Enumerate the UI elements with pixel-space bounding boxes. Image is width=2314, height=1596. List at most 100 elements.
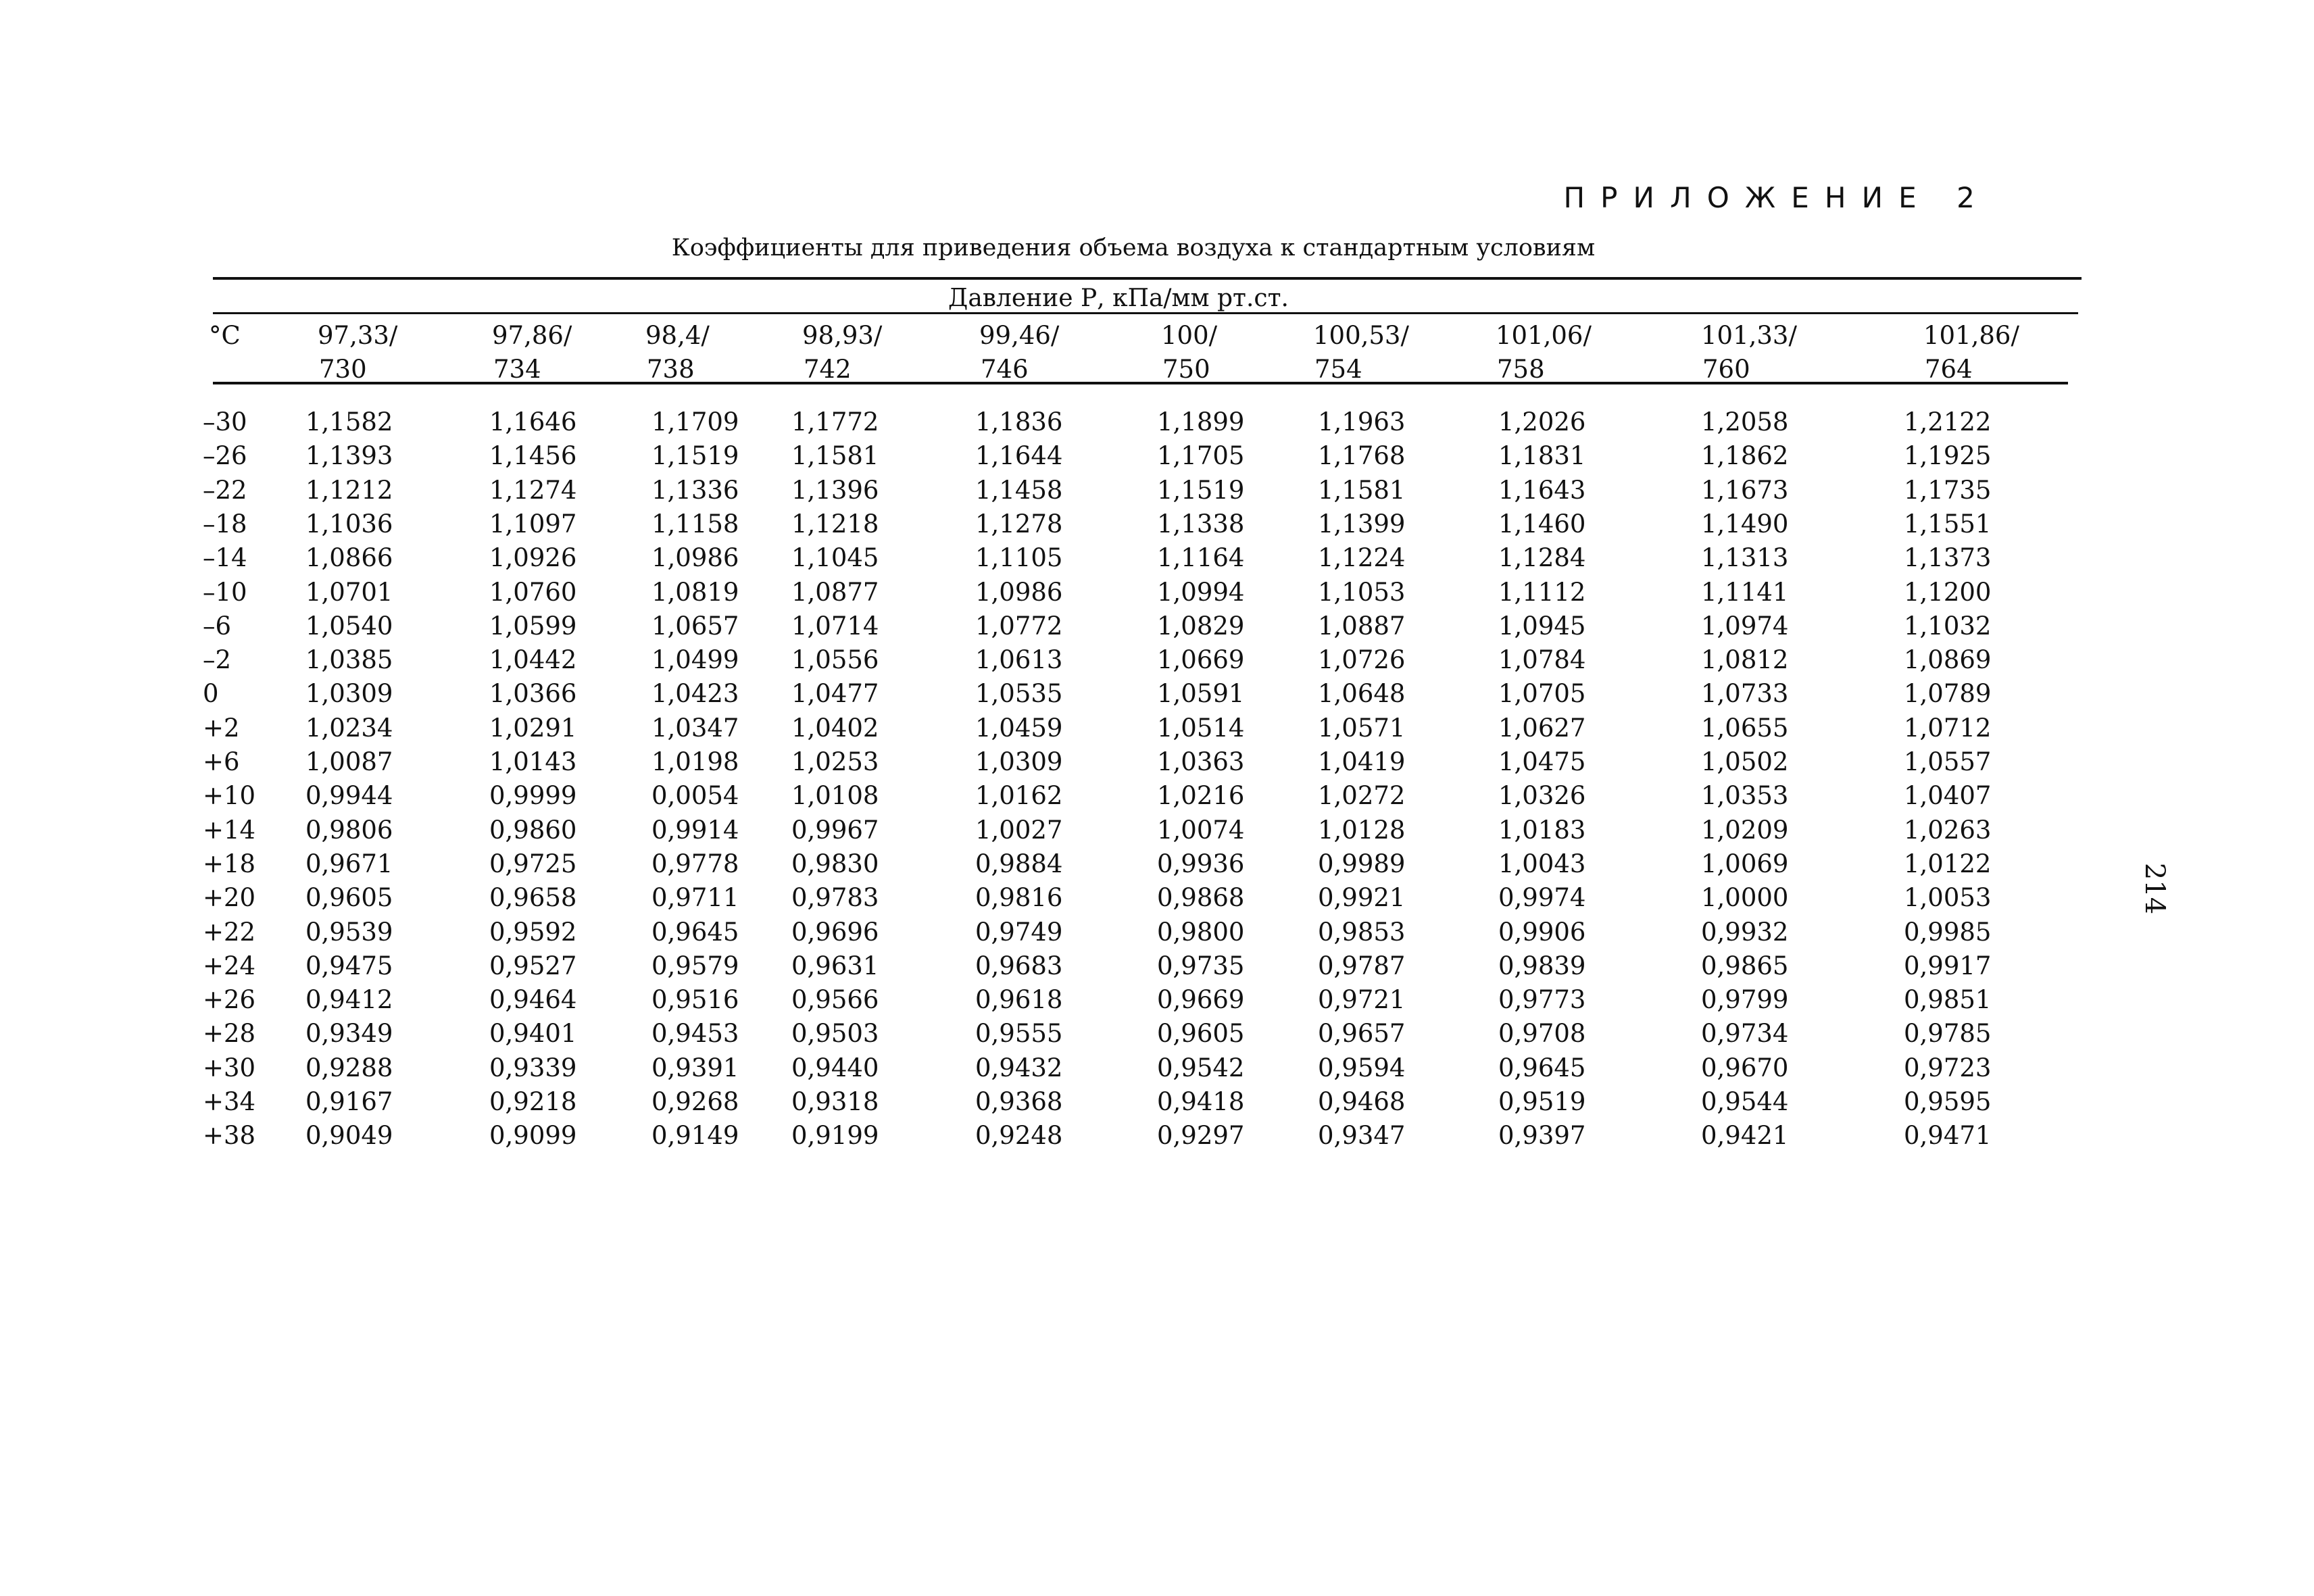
- unit-header: °С: [209, 321, 241, 350]
- coefficient: 1,1097: [489, 509, 577, 539]
- coefficient: 1,1399: [1318, 509, 1406, 539]
- coefficient: 1,0385: [305, 645, 393, 675]
- coefficient: 1,2058: [1701, 407, 1789, 437]
- coefficient: 1,0475: [1498, 747, 1586, 776]
- coefficient: 0,9711: [651, 883, 739, 913]
- coefficient: 1,0143: [489, 747, 577, 776]
- coefficient: 0,9671: [305, 849, 393, 878]
- coefficient: 0,9418: [1157, 1087, 1245, 1116]
- coefficient: 0,9696: [791, 917, 879, 947]
- temperature: +14: [203, 815, 256, 845]
- coefficient: 1,1396: [791, 475, 879, 505]
- coefficient: 1,0571: [1318, 713, 1406, 743]
- coefficient: 0,9544: [1701, 1087, 1789, 1116]
- coefficient: 1,0712: [1904, 713, 1992, 743]
- page-number: 214: [2139, 862, 2171, 915]
- coefficient: 1,0701: [305, 577, 393, 607]
- coefficient: 1,0556: [791, 645, 879, 675]
- coefficient: 1,1278: [975, 509, 1063, 539]
- coefficient: 0,9167: [305, 1087, 393, 1116]
- coefficient: 0,9974: [1498, 883, 1586, 913]
- coefficient: 1,1032: [1904, 611, 1992, 641]
- coefficient: 1,0499: [651, 645, 739, 675]
- coefficient: 1,0309: [975, 747, 1063, 776]
- coefficient: 1,0789: [1904, 679, 1992, 709]
- coefficient: 1,0714: [791, 611, 879, 641]
- coefficient: 1,0784: [1498, 645, 1586, 675]
- coefficient: 0,9579: [651, 951, 739, 980]
- coefficient: 0,9787: [1318, 951, 1406, 980]
- coefficient: 0,9542: [1157, 1053, 1245, 1082]
- coefficient: 0,9906: [1498, 917, 1586, 947]
- coefficient: 1,0974: [1701, 611, 1789, 641]
- coefficient: 1,0216: [1157, 781, 1245, 811]
- coefficient: 0,9595: [1904, 1087, 1992, 1116]
- column-header-bottom: 750: [1162, 355, 1210, 384]
- coefficient: 1,0705: [1498, 679, 1586, 709]
- coefficient: 1,1519: [1157, 475, 1245, 505]
- coefficient: 1,0655: [1701, 713, 1789, 743]
- coefficient: 1,0183: [1498, 815, 1586, 845]
- coefficient: 1,0591: [1157, 679, 1245, 709]
- coefficient: 1,0209: [1701, 815, 1789, 845]
- coefficient: 0,9368: [975, 1087, 1063, 1116]
- caption: Коэффициенты для приведения объема возду…: [671, 234, 1596, 261]
- coefficient: 0,9800: [1157, 917, 1245, 947]
- coefficient: 1,1862: [1701, 441, 1789, 471]
- coefficient: 1,0760: [489, 577, 577, 607]
- coefficient: 1,1644: [975, 441, 1063, 471]
- column-header-top: 97,33/: [318, 321, 398, 350]
- coefficient: 1,1338: [1157, 509, 1245, 539]
- temperature: +20: [203, 883, 256, 913]
- temperature: –2: [203, 645, 232, 675]
- coefficient: 1,0347: [651, 713, 739, 743]
- coefficient: 0,9830: [791, 849, 879, 878]
- coefficient: 1,0877: [791, 577, 879, 607]
- coefficient: 0,9773: [1498, 985, 1586, 1015]
- column-header-top: 98,93/: [802, 321, 883, 350]
- coefficient: 1,0926: [489, 543, 577, 573]
- coefficient: 1,1158: [651, 509, 739, 539]
- coefficient: 0,9475: [305, 951, 393, 980]
- coefficient: 0,9944: [305, 781, 393, 811]
- coefficient: 1,1581: [791, 441, 879, 471]
- temperature: +6: [203, 747, 240, 776]
- coefficient: 0,9288: [305, 1053, 393, 1082]
- coefficient: 1,0234: [305, 713, 393, 743]
- coefficient: 1,0263: [1904, 815, 1992, 845]
- coefficient: 1,0669: [1157, 645, 1245, 675]
- coefficient: 0,9516: [651, 985, 739, 1015]
- coefficient: 1,1212: [305, 475, 393, 505]
- coefficient: 0,9669: [1157, 985, 1245, 1015]
- coefficient: 1,0423: [651, 679, 739, 709]
- coefficient: 0,9248: [975, 1121, 1063, 1151]
- coefficient: 1,0514: [1157, 713, 1245, 743]
- coefficient: 0,9527: [489, 951, 577, 980]
- coefficient: 0,9816: [975, 883, 1063, 913]
- coefficient: 0,9594: [1318, 1053, 1406, 1082]
- coefficient: 1,0402: [791, 713, 879, 743]
- coefficient: 0,9539: [305, 917, 393, 947]
- coefficient: 1,0419: [1318, 747, 1406, 776]
- coefficient: 0,9397: [1498, 1121, 1586, 1151]
- coefficient: 1,1105: [975, 543, 1063, 573]
- coefficient: 0,9839: [1498, 951, 1586, 980]
- coefficient: 1,0291: [489, 713, 577, 743]
- column-header-top: 101,33/: [1701, 321, 1797, 350]
- coefficient: 0,9708: [1498, 1019, 1586, 1049]
- coefficient: 1,0069: [1701, 849, 1789, 878]
- coefficient: 0,9440: [791, 1053, 879, 1082]
- coefficient: 1,1705: [1157, 441, 1245, 471]
- coefficient: 1,1200: [1904, 577, 1992, 607]
- temperature: –6: [203, 611, 232, 641]
- coefficient: 0,9725: [489, 849, 577, 878]
- coefficient: 0,9683: [975, 951, 1063, 980]
- column-header-top: 97,86/: [492, 321, 572, 350]
- coefficient: 1,0074: [1157, 815, 1245, 845]
- coefficient: 1,0353: [1701, 781, 1789, 811]
- rule: [213, 382, 2068, 384]
- coefficient: 0,9318: [791, 1087, 879, 1116]
- coefficient: 0,9218: [489, 1087, 577, 1116]
- coefficient: 0,9999: [489, 781, 577, 811]
